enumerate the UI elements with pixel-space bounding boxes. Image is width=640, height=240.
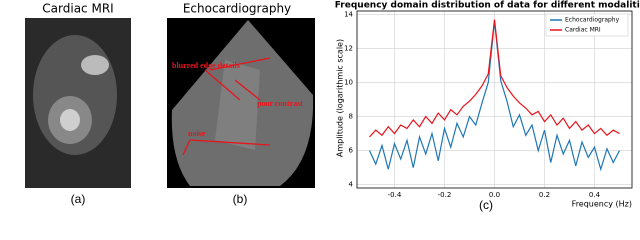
- panel-title: Cardiac MRI: [42, 2, 113, 16]
- x-tick-label: -0.2: [438, 191, 452, 199]
- annotation: poor contrast: [257, 99, 303, 108]
- y-tick-label: 8: [349, 113, 353, 121]
- mri-vessel: [81, 55, 109, 75]
- y-tick-label: 6: [349, 147, 354, 155]
- annotation: noise: [188, 129, 206, 138]
- y-tick-label: 10: [344, 78, 353, 86]
- line-series: [369, 19, 620, 138]
- x-axis-label: Frequency (Hz): [572, 200, 632, 209]
- y-tick-label: 12: [344, 44, 353, 52]
- chart-title: Frequency domain distribution of data fo…: [335, 1, 640, 11]
- figure: Cardiac MRI (a) Echocardiography blurred…: [25, 1, 640, 212]
- x-tick-label: 0.4: [589, 191, 601, 199]
- plot-frame: [356, 10, 633, 189]
- y-tick-label: 14: [344, 10, 353, 18]
- legend-label: Cardiac MRI: [565, 27, 601, 34]
- x-tick-label: 0.0: [489, 191, 500, 199]
- annotation-arrows: [182, 57, 271, 156]
- mri-cavity: [60, 109, 80, 131]
- annotation: blurred edge details: [172, 61, 240, 70]
- legend-box: [545, 13, 629, 37]
- y-tick-label: 4: [349, 181, 354, 189]
- y-axis-label: Amplitude (logarithmic scale): [336, 39, 345, 157]
- panel-title: Echocardiography: [183, 2, 291, 16]
- page: Cardiac MRI (a) Echocardiography blurred…: [25, 0, 640, 213]
- panel-caption: (c): [479, 198, 493, 212]
- panel-caption: (a): [71, 192, 86, 206]
- x-tick-label: -0.4: [388, 191, 402, 199]
- echo-texture: [215, 60, 260, 150]
- x-tick-label: 0.2: [539, 191, 550, 199]
- legend-label: Echocardiography: [565, 17, 620, 24]
- panel-caption: (b): [233, 192, 248, 206]
